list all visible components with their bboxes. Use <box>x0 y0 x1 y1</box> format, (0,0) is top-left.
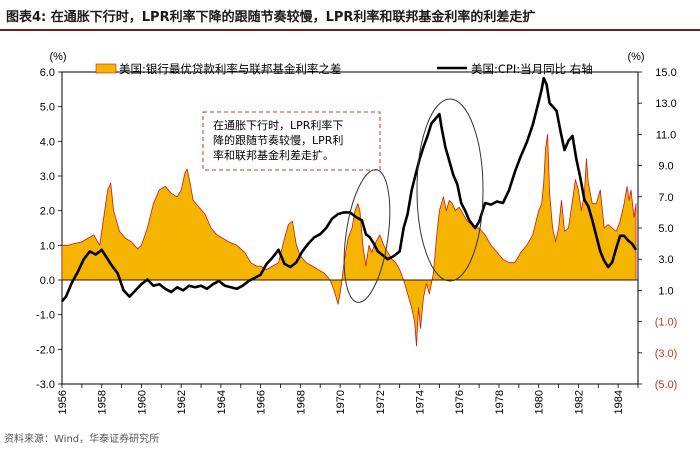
left-tick-label: 1.0 <box>40 240 55 252</box>
highlight-ellipse-1975 <box>416 98 484 282</box>
annotation-line-3: 率和联邦基金利差走扩。 <box>213 148 334 162</box>
right-tick-label: (3.0) <box>655 348 678 360</box>
title-divider <box>0 29 700 31</box>
x-tick-label: 1962 <box>176 390 188 414</box>
x-tick-label: 1958 <box>97 390 109 414</box>
x-tick-label: 1970 <box>335 390 347 414</box>
x-tick-label: 1964 <box>216 390 228 414</box>
left-tick-label: 0.0 <box>40 275 55 287</box>
right-axis-ticks: 15.0 13.0 11.0 9.0 7.0 5.0 3.0 1.0 (1.0) (3.0) (5.… <box>638 67 677 391</box>
right-tick-label: 1.0 <box>658 285 673 297</box>
right-tick-label: 5.0 <box>658 223 673 235</box>
left-axis-ticks: 6.0 5.0 4.0 3.0 2.0 1.0 0.0 -1.0 -2.0 -3.0 <box>36 67 62 391</box>
highlight-ellipse-1971 <box>343 169 391 303</box>
right-tick-label: 11.0 <box>656 129 677 141</box>
legend-cpi-label: 美国:CPI:当月同比 右轴 <box>471 62 593 76</box>
x-tick-label: 1984 <box>613 390 625 414</box>
right-tick-label: 7.0 <box>658 192 673 204</box>
right-tick-label: 15.0 <box>655 67 676 79</box>
x-tick-label: 1968 <box>295 390 307 414</box>
annotation-line-2: 降的跟随节奏较慢，LPR利 <box>213 133 343 147</box>
annotation-line-1: 在通胀下行时，LPR利率下 <box>213 118 343 132</box>
x-tick-label: 1966 <box>256 390 268 414</box>
right-tick-label: 13.0 <box>655 98 676 110</box>
x-tick-label: 1982 <box>573 390 585 414</box>
annotation-box <box>202 111 381 171</box>
legend-spread-swatch <box>95 63 117 74</box>
x-tick-label: 1956 <box>57 390 69 414</box>
legend-spread-label: 美国:银行最优贷款利率与联邦基金利率之差 <box>119 62 341 76</box>
spread-area-series <box>61 134 637 347</box>
cpi-line-series <box>61 76 638 303</box>
x-tick-label: 1978 <box>494 390 506 414</box>
right-axis-unit: (%) <box>627 51 644 63</box>
x-tick-label: 1972 <box>375 390 387 414</box>
left-tick-label: -3.0 <box>36 379 55 391</box>
x-axis-ticks: 1956 1958 1960 1962 1964 1966 1968 1970 1972 1974… <box>57 384 639 414</box>
figure-title: 图表4: 在通胀下行时，LPR利率下降的跟随节奏较慢，LPR利率和联邦基金利率的… <box>6 10 536 25</box>
source-note: 资料来源：Wind，华泰证券研究所 <box>4 434 160 445</box>
right-tick-label: 3.0 <box>658 254 673 266</box>
left-tick-label: 3.0 <box>40 171 55 183</box>
cpi-line <box>61 76 638 303</box>
x-tick-label: 1976 <box>454 390 466 414</box>
x-tick-label: 1974 <box>415 390 427 414</box>
left-tick-label: 6.0 <box>40 67 55 79</box>
left-tick-label: 4.0 <box>40 136 55 148</box>
left-tick-label: 2.0 <box>40 206 55 218</box>
x-tick-label: 1960 <box>136 390 148 414</box>
annotation-callout: 在通胀下行时，LPR利率下 降的跟随节奏较慢，LPR利 率和联邦基金利差走扩。 <box>202 111 381 171</box>
right-tick-label: (5.0) <box>655 379 678 391</box>
right-tick-label: (1.0) <box>655 317 678 329</box>
right-tick-label: 9.0 <box>658 161 673 173</box>
spread-area <box>61 134 637 347</box>
legend: 美国:银行最优贷款利率与联邦基金利率之差 美国:CPI:当月同比 右轴 <box>95 62 593 76</box>
left-tick-label: -2.0 <box>36 344 55 356</box>
left-tick-label: -1.0 <box>36 310 55 322</box>
left-tick-label: 5.0 <box>40 102 55 114</box>
x-tick-label: 1980 <box>534 390 546 414</box>
left-axis-unit: (%) <box>49 51 66 63</box>
